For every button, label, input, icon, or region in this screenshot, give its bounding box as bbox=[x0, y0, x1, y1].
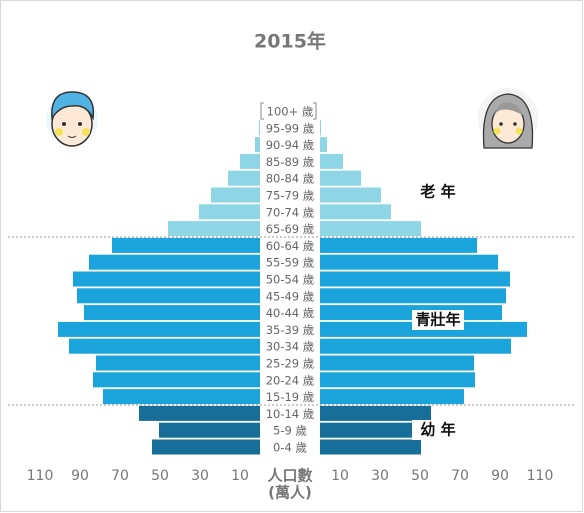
category-label: 100+ 歲 bbox=[267, 105, 314, 119]
category-label: 15-19 歲 bbox=[266, 390, 315, 404]
bar-right bbox=[320, 254, 498, 270]
bar-left bbox=[103, 389, 260, 405]
bar-left bbox=[69, 338, 260, 354]
bar-right bbox=[320, 355, 474, 371]
group-label-bg bbox=[412, 310, 464, 330]
category-label: 30-34 歲 bbox=[266, 340, 315, 354]
bar-left bbox=[89, 254, 260, 270]
bar-right bbox=[320, 120, 321, 136]
x-tick-label-left: 70 bbox=[111, 468, 129, 484]
bar-left bbox=[84, 305, 260, 321]
girl-icon bbox=[478, 88, 538, 149]
bar-right bbox=[320, 237, 477, 253]
bar-right bbox=[320, 372, 475, 388]
bar-right bbox=[320, 405, 431, 421]
category-label: 5-9 歲 bbox=[273, 424, 307, 438]
bar-left bbox=[112, 237, 260, 253]
bar-right bbox=[320, 288, 506, 304]
bar-right bbox=[320, 271, 510, 287]
bar-right bbox=[320, 422, 421, 438]
bar-left bbox=[240, 153, 260, 169]
category-label: 45-49 歲 bbox=[266, 289, 315, 303]
bar-left bbox=[159, 422, 260, 438]
chart-title: 2015年 bbox=[254, 30, 326, 53]
bar-left bbox=[211, 187, 260, 203]
category-label: 75-79 歲 bbox=[266, 189, 315, 203]
x-tick-label-left: 110 bbox=[27, 468, 54, 484]
category-label: 85-89 歲 bbox=[266, 155, 315, 169]
x-tick-label-left: 30 bbox=[191, 468, 209, 484]
category-label: 90-94 歲 bbox=[266, 138, 315, 152]
bar-left bbox=[168, 221, 260, 237]
bar-right bbox=[320, 153, 343, 169]
x-tick-label-right: 70 bbox=[451, 468, 469, 484]
bar-left bbox=[228, 170, 260, 186]
category-label: 10-14 歲 bbox=[266, 407, 315, 421]
bar-left bbox=[77, 288, 260, 304]
bar-right bbox=[320, 137, 327, 153]
x-tick-label-left: 10 bbox=[231, 468, 249, 484]
bar-left bbox=[255, 137, 260, 153]
category-label: 95-99 歲 bbox=[266, 121, 315, 135]
category-label: 50-54 歲 bbox=[266, 273, 315, 287]
category-label: 65-69 歲 bbox=[266, 222, 315, 236]
x-tick-label-right: 30 bbox=[371, 468, 389, 484]
group-label: 老 年 bbox=[419, 183, 455, 201]
x-tick-label-right: 110 bbox=[527, 468, 554, 484]
x-tick-label-left: 90 bbox=[71, 468, 89, 484]
x-axis-label: (萬人) bbox=[268, 484, 312, 502]
bar-right bbox=[320, 338, 511, 354]
category-label: 70-74 歲 bbox=[266, 205, 315, 219]
x-tick-label-left: 50 bbox=[151, 468, 169, 484]
bar-left bbox=[152, 439, 260, 455]
bar-left bbox=[73, 271, 260, 287]
bar-left bbox=[58, 321, 260, 337]
category-label: 40-44 歲 bbox=[266, 306, 315, 320]
bar-left bbox=[93, 372, 260, 388]
category-label: 35-39 歲 bbox=[266, 323, 315, 337]
group-label-bg bbox=[412, 420, 464, 440]
bar-right bbox=[320, 204, 391, 220]
category-label: 20-24 歲 bbox=[266, 373, 315, 387]
x-tick-label-right: 50 bbox=[411, 468, 429, 484]
group-label: 青壯年 bbox=[415, 311, 460, 329]
bar-right bbox=[320, 170, 361, 186]
bar-left bbox=[139, 405, 260, 421]
x-axis-label: 人口數 bbox=[267, 467, 312, 485]
bracket bbox=[260, 102, 317, 120]
group-label: 幼 年 bbox=[420, 421, 455, 439]
category-label: 25-29 歲 bbox=[266, 357, 315, 371]
x-tick-label-right: 90 bbox=[491, 468, 509, 484]
boy-icon bbox=[46, 91, 98, 147]
category-label: 60-64 歲 bbox=[266, 239, 315, 253]
bar-right bbox=[320, 305, 502, 321]
x-tick-label-right: 10 bbox=[331, 468, 349, 484]
bar-left bbox=[96, 355, 260, 371]
bar-right bbox=[320, 439, 421, 455]
bar-right bbox=[320, 389, 464, 405]
bar-left bbox=[199, 204, 260, 220]
category-label: 0-4 歲 bbox=[273, 441, 307, 455]
bar-right bbox=[320, 221, 421, 237]
category-label: 55-59 歲 bbox=[266, 256, 315, 270]
bar-left bbox=[259, 120, 260, 136]
bar-right bbox=[320, 187, 381, 203]
category-label: 80-84 歲 bbox=[266, 172, 315, 186]
